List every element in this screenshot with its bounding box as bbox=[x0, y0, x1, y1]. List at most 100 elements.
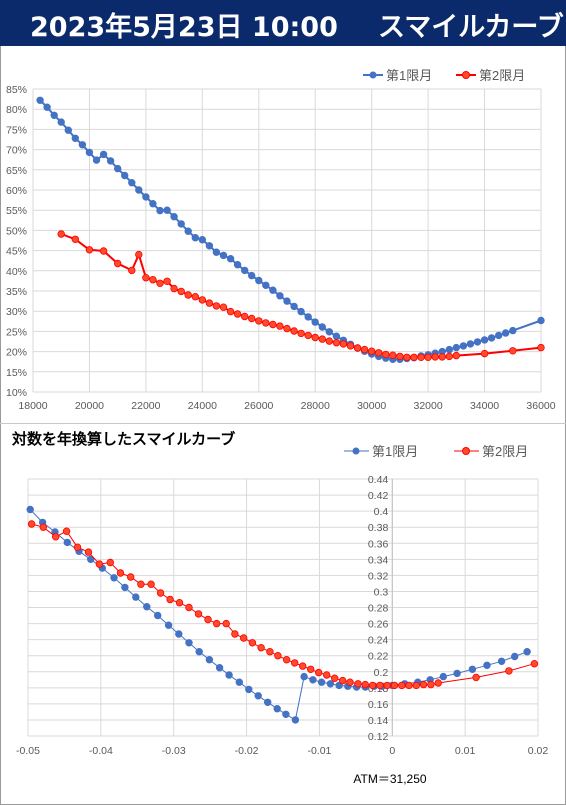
chart1-series2-point bbox=[283, 324, 291, 333]
chart1-x-tick-label: 20000 bbox=[75, 400, 104, 412]
chart1-series2-point bbox=[170, 284, 178, 293]
chart1-series1-point bbox=[459, 342, 468, 350]
chart1-series2-point bbox=[99, 247, 108, 255]
chart2-series2-point bbox=[361, 680, 369, 689]
chart1-y-tick-label: 70% bbox=[6, 145, 27, 157]
legend2-series1-label: 第1限月 bbox=[372, 444, 418, 459]
chart2-y-tick-label: 0.44 bbox=[368, 474, 389, 486]
chart2-series1-point bbox=[86, 555, 95, 563]
chart2-series1-point bbox=[326, 680, 335, 688]
chart1-series2-point bbox=[346, 342, 355, 350]
chart1-y-tick-label: 10% bbox=[6, 387, 27, 399]
chart2-series1-point bbox=[453, 669, 461, 678]
chart1-y-tick-label: 80% bbox=[6, 104, 27, 116]
chart1-series2-point bbox=[382, 350, 390, 359]
chart2-series2-point bbox=[419, 680, 428, 689]
chart2-series1-point bbox=[143, 602, 151, 611]
chart2-series2-point bbox=[266, 647, 274, 656]
chart1-series1-point bbox=[473, 338, 482, 346]
chart2-series2-point bbox=[315, 668, 323, 677]
chart1-series1-point bbox=[233, 260, 242, 269]
chart1-series1-point bbox=[466, 340, 475, 348]
legend2-series1-marker bbox=[352, 447, 360, 455]
chart2-series2-point bbox=[222, 619, 230, 628]
chart2-series2-point bbox=[52, 533, 60, 541]
chart2-series2-point bbox=[27, 520, 36, 528]
chart1-series1-point bbox=[452, 343, 460, 352]
chart2-title: 対数を年換算したスマイルカーブ bbox=[12, 430, 236, 448]
chart1-series2-point bbox=[262, 319, 270, 327]
chart2-series1-point bbox=[439, 672, 447, 681]
chart2-series2-point bbox=[212, 619, 221, 628]
chart1-x-tick-label: 30000 bbox=[357, 400, 386, 412]
chart1-series2-point bbox=[156, 279, 164, 287]
chart2-y-tick-label: 0.3 bbox=[374, 586, 389, 598]
chart2-series2-line bbox=[31, 523, 535, 686]
chart1-series2-point bbox=[403, 353, 411, 361]
chart1-series1-point bbox=[445, 345, 453, 354]
chart2-series1-point bbox=[153, 611, 162, 620]
chart1-series1-point bbox=[502, 329, 510, 337]
chart2-x-tick-label: -0.01 bbox=[307, 745, 331, 757]
chart1-y-tick-label: 25% bbox=[6, 326, 27, 338]
chart1-y-tick-label: 35% bbox=[6, 286, 27, 298]
chart1-x-tick-label: 26000 bbox=[244, 400, 273, 412]
chart2-y-tick-label: 0.42 bbox=[368, 490, 389, 502]
chart1-x-ticks: 18000 20000 22000 24000 26000 28000 30000 32000… bbox=[18, 400, 555, 412]
chart2-y-tick-label: 0.34 bbox=[368, 554, 389, 566]
chart2-series2-point bbox=[73, 543, 82, 551]
chart2-y-tick-label: 0.14 bbox=[368, 715, 389, 727]
chart1-series1-point bbox=[487, 334, 496, 342]
chart1-y-tick-label: 15% bbox=[6, 367, 27, 379]
chart1-y-tick-label: 50% bbox=[6, 225, 27, 237]
chart1-series2-point bbox=[255, 317, 263, 325]
chart1-series1-point bbox=[149, 199, 157, 208]
chart2-series2-point bbox=[231, 630, 239, 638]
chart1-series2-point bbox=[360, 345, 369, 354]
chart1-series1-point bbox=[198, 235, 206, 244]
chart1-series1-point bbox=[57, 118, 65, 126]
chart1-x-tick-label: 32000 bbox=[414, 400, 443, 412]
chart1-series1-point bbox=[240, 266, 249, 275]
chart2-series1-point bbox=[121, 583, 129, 592]
chart1-series2-point bbox=[219, 303, 228, 311]
chart2-series1-point bbox=[511, 652, 519, 661]
chart1-x-tick-label: 18000 bbox=[18, 400, 47, 412]
chart1-series1-point bbox=[163, 206, 171, 214]
chart2-series1-point bbox=[215, 663, 224, 672]
chart2-series1-point bbox=[309, 676, 317, 684]
chart2-x-tick-label: -0.04 bbox=[89, 745, 113, 757]
header-title: スマイルカーブ bbox=[378, 12, 564, 43]
chart2-series2-point bbox=[323, 671, 331, 679]
chart1-series1-point bbox=[170, 212, 178, 221]
legend-series1-marker bbox=[369, 71, 377, 79]
atm-label: ATM＝31,250 bbox=[353, 772, 426, 786]
chart2-series1-point bbox=[225, 671, 233, 679]
legend-series2-label: 第2限月 bbox=[479, 68, 525, 83]
chart1-series1-point bbox=[276, 292, 284, 300]
chart2-series2-point bbox=[106, 558, 114, 567]
chart1-series2-point bbox=[85, 246, 94, 254]
chart1-series2-point bbox=[128, 266, 136, 275]
chart1-series1-point bbox=[283, 297, 291, 305]
chart2-series1-point bbox=[175, 630, 183, 638]
chart1-series1-point bbox=[36, 96, 44, 104]
chart1-y-tick-label: 30% bbox=[6, 306, 27, 318]
chart1-series2-point bbox=[375, 349, 383, 357]
chart1-series2-point bbox=[368, 347, 376, 355]
chart1-series1-point bbox=[43, 103, 51, 111]
chart1-series2-point bbox=[389, 351, 397, 359]
chart1-series2-point bbox=[290, 327, 298, 335]
chart1-series1-point bbox=[142, 193, 150, 201]
chart2-series2-point bbox=[368, 681, 377, 690]
chart2-series2-point bbox=[427, 680, 435, 689]
chart1-series2-point bbox=[177, 287, 185, 296]
chart1-series1-point bbox=[50, 111, 58, 119]
chart2-series2-point bbox=[166, 595, 174, 604]
chart1-series2-point bbox=[135, 250, 143, 259]
chart2-x-tick-label: 0.02 bbox=[528, 745, 549, 757]
chart1-series2-point bbox=[417, 353, 425, 361]
chart1-series2-point bbox=[276, 322, 284, 330]
chart2-y-tick-label: 0.28 bbox=[368, 603, 389, 615]
chart1-y-tick-label: 40% bbox=[6, 266, 27, 278]
